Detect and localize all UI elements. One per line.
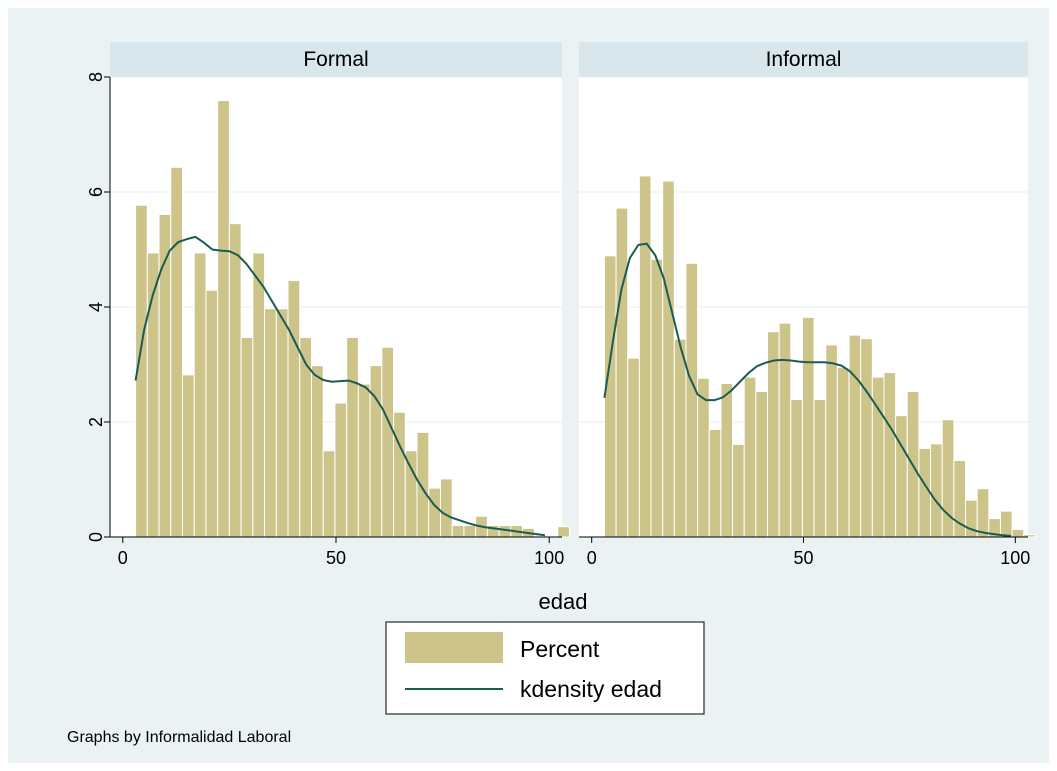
histogram-bar: [334, 402, 348, 538]
bars: [603, 175, 1036, 538]
histogram-bar: [217, 100, 230, 538]
histogram-bar: [346, 336, 359, 538]
histogram-bar: [720, 382, 734, 538]
histogram-bar: [685, 262, 699, 538]
histogram-bar: [615, 207, 629, 538]
histogram-bar: [999, 510, 1013, 538]
histogram-bar: [252, 252, 266, 538]
x-tick-label: 50: [326, 548, 346, 568]
panel-title: Formal: [303, 48, 368, 71]
histogram-bar: [416, 431, 430, 538]
histogram-bar: [836, 366, 850, 538]
histogram-bar: [228, 223, 242, 538]
histogram-bar: [404, 450, 418, 538]
legend-label-percent: Percent: [520, 636, 600, 662]
histogram-bar: [393, 411, 406, 538]
kdensity-line: [134, 235, 546, 537]
histogram-bar: [627, 357, 640, 538]
x-axis: 0 50 100: [110, 536, 564, 568]
histogram-bar: [860, 338, 873, 538]
histogram-bar: [193, 252, 207, 538]
histogram-bar: [662, 180, 675, 538]
panel-formal: Formal 0 50 100 0 2 4 6 8: [86, 42, 570, 568]
histogram-bar: [451, 525, 465, 538]
histogram-bar: [369, 365, 383, 538]
legend-label-kdensity: kdensity edad: [520, 676, 662, 702]
histogram-bar: [755, 391, 768, 538]
histogram-bar: [557, 526, 570, 538]
histogram-bar: [673, 338, 687, 538]
y-tick-label: 4: [86, 302, 106, 312]
y-tick-label: 2: [86, 417, 106, 427]
panel-strip: [579, 42, 1028, 77]
histogram-bar: [205, 289, 219, 538]
legend-swatch-percent: [405, 632, 503, 663]
x-axis: 0 50 100: [579, 536, 1030, 568]
histogram-bar: [732, 443, 745, 538]
x-tick-label: 0: [118, 548, 128, 568]
x-tick-label: 100: [1000, 548, 1030, 568]
histogram-bar: [322, 450, 336, 538]
x-axis-label: edad: [539, 589, 588, 614]
histogram-bar: [790, 399, 803, 538]
histogram-bar: [1011, 529, 1025, 538]
panel-title: Informal: [766, 48, 842, 71]
histogram-bar: [310, 365, 324, 538]
x-ticks: 0 50 100: [587, 537, 1030, 568]
histogram-bar: [439, 478, 453, 538]
histogram-bar: [275, 308, 289, 538]
histogram-bar: [357, 383, 371, 538]
y-tick-label: 6: [86, 187, 106, 197]
histogram-bar: [708, 428, 722, 538]
histogram-bar: [463, 525, 477, 538]
legend: Percent kdensity edad: [385, 621, 705, 715]
y-tick-label: 0: [86, 532, 106, 542]
histogram-bar: [170, 166, 183, 538]
histogram-bar: [287, 280, 301, 538]
y-ticks: 0 2 4 6 8: [86, 72, 110, 542]
histogram-bar: [918, 447, 932, 538]
x-tick-label: 0: [587, 548, 597, 568]
histogram-bar: [825, 344, 838, 538]
histogram-bar: [240, 336, 254, 538]
histogram-bar: [883, 372, 897, 538]
histogram-bar: [895, 415, 908, 538]
x-tick-label: 100: [534, 548, 564, 568]
histogram-bar: [778, 322, 792, 538]
histogram-bar: [801, 316, 815, 538]
y-axis: 0 2 4 6 8: [86, 72, 111, 542]
y-tick-label: 8: [86, 72, 106, 82]
x-ticks: 0 50 100: [118, 537, 564, 568]
histogram-bar: [976, 488, 990, 538]
panel-strip: [110, 42, 562, 77]
histogram-bar: [428, 487, 441, 538]
by-note: Graphs by Informalidad Laboral: [67, 729, 291, 746]
histogram-bar: [697, 377, 710, 538]
histogram-bar: [381, 346, 395, 538]
kdensity-line: [603, 242, 1012, 537]
histogram-bar: [264, 308, 277, 538]
histogram-bar: [930, 443, 943, 538]
histogram-bar: [813, 399, 827, 538]
panel-informal: Informal 0 50 100: [579, 42, 1036, 568]
histogram-bar: [638, 175, 652, 538]
histogram-bar: [743, 376, 757, 538]
histogram-bar: [181, 374, 195, 538]
histogram-bar: [650, 258, 664, 538]
x-tick-label: 50: [793, 548, 813, 568]
histogram-bar: [603, 255, 617, 538]
histogram-bar: [1023, 534, 1036, 538]
histogram-bar: [848, 334, 862, 538]
